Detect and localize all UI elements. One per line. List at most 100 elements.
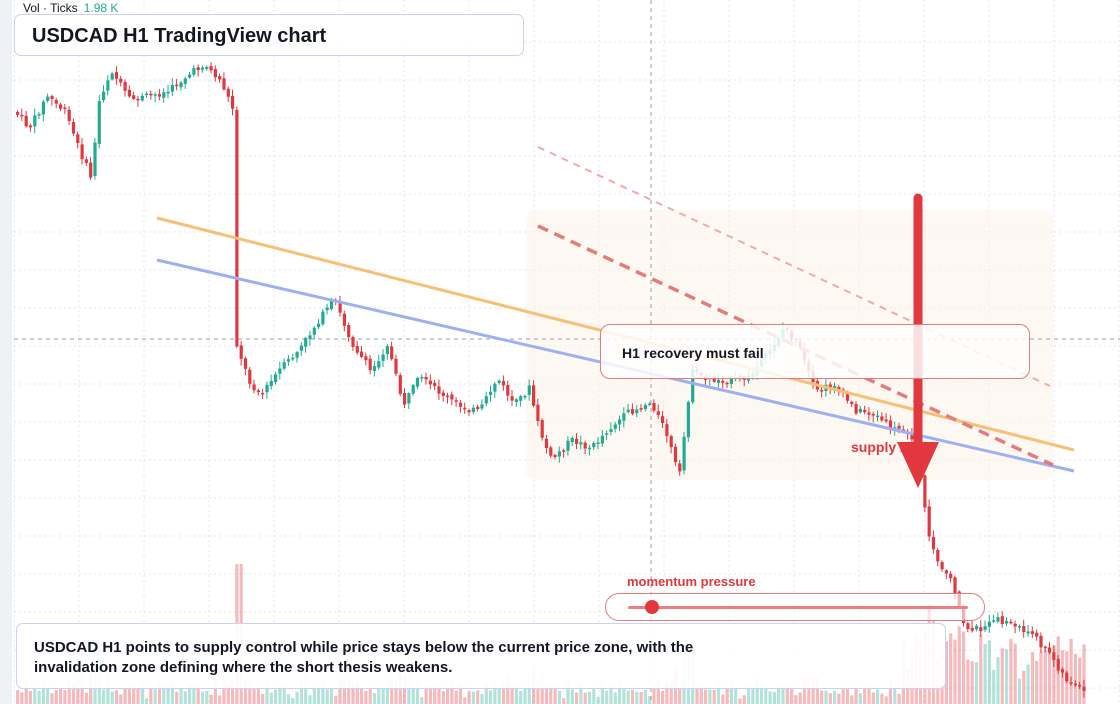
- candle-body: [691, 369, 695, 403]
- candle: [41, 99, 45, 122]
- candle-body: [867, 412, 871, 415]
- candle-body: [540, 420, 544, 438]
- candle-body: [149, 93, 153, 96]
- candle: [37, 111, 41, 120]
- channel-lower-line: [537, 224, 1054, 467]
- volume-bar: [213, 677, 217, 704]
- candle: [1013, 620, 1017, 634]
- volume-bar: [570, 689, 574, 704]
- candle-body: [67, 109, 71, 121]
- volume-bar: [1026, 664, 1030, 704]
- candle: [278, 361, 282, 380]
- candle: [437, 379, 441, 400]
- candle-body: [729, 376, 733, 384]
- volume-bar: [192, 682, 196, 704]
- candle-body: [153, 94, 157, 96]
- candle-body: [1017, 626, 1022, 628]
- candle: [20, 108, 24, 121]
- candle: [1039, 632, 1043, 653]
- volume-bar: [527, 677, 531, 704]
- candle-body: [613, 424, 617, 429]
- volume-bar: [802, 677, 807, 704]
- down-arrow-head: [897, 442, 939, 488]
- candle: [119, 75, 123, 87]
- candle: [347, 322, 351, 342]
- volume-bar: [863, 684, 867, 704]
- candle: [24, 110, 28, 128]
- candle-body: [140, 95, 144, 101]
- volume-bar: [218, 695, 222, 704]
- candle: [1022, 619, 1026, 638]
- volume-bar: [888, 681, 893, 704]
- candle-body: [880, 416, 884, 421]
- candle-body: [428, 380, 432, 385]
- candle-body: [192, 68, 196, 75]
- volume-bar: [278, 684, 282, 704]
- candle-body: [471, 407, 475, 412]
- candle: [304, 336, 308, 353]
- candle-body: [295, 352, 299, 358]
- candle: [351, 335, 355, 351]
- volume-bar: [725, 686, 729, 704]
- candle-body: [544, 438, 549, 449]
- volume-bar: [639, 691, 643, 704]
- volume-bar: [850, 695, 854, 704]
- volume-bar: [562, 698, 566, 704]
- candle: [613, 421, 617, 433]
- candle: [114, 66, 119, 85]
- candle-body: [179, 82, 183, 88]
- candle: [97, 94, 101, 149]
- candle: [433, 379, 437, 391]
- candle: [489, 385, 493, 402]
- volume-bar: [557, 690, 561, 704]
- volume-bar: [1009, 638, 1013, 704]
- momentum-track: [628, 606, 968, 609]
- candle-body: [162, 92, 166, 98]
- candle: [166, 84, 170, 99]
- candle-body: [278, 368, 282, 374]
- candle: [506, 380, 510, 402]
- momentum-knob[interactable]: [644, 600, 659, 614]
- volume-bar: [876, 689, 880, 704]
- volume-bar: [450, 680, 454, 704]
- candle: [136, 95, 140, 107]
- candle-body: [196, 67, 200, 71]
- volume-bar: [209, 694, 213, 704]
- candle: [1009, 619, 1013, 625]
- candle-body: [1082, 686, 1086, 691]
- volume-bar: [669, 683, 673, 704]
- volume-bar: [949, 633, 953, 704]
- summary-text: USDCAD H1 points to supply control while…: [34, 639, 694, 676]
- volume-bar: [996, 657, 1000, 704]
- candle: [63, 104, 67, 115]
- candle-body: [24, 115, 28, 127]
- candle-body: [1030, 631, 1034, 635]
- volume-bar: [1022, 670, 1026, 704]
- candle-body: [308, 335, 312, 339]
- candle: [450, 391, 454, 406]
- candle: [398, 372, 402, 397]
- candle-body: [372, 366, 377, 371]
- candle-body: [183, 78, 187, 84]
- candle-body: [592, 442, 596, 448]
- candle: [940, 560, 944, 573]
- volume-bar: [342, 679, 346, 704]
- candle-body: [89, 162, 93, 178]
- candle: [218, 73, 222, 83]
- candle: [609, 422, 613, 436]
- candle-body: [54, 100, 58, 104]
- candle: [153, 92, 157, 103]
- candle-body: [652, 402, 656, 411]
- candle-body: [269, 380, 273, 387]
- volume-bar: [231, 679, 235, 704]
- candle-body: [566, 440, 570, 451]
- volume-bar: [145, 698, 149, 704]
- volume-bar: [41, 678, 45, 704]
- candle: [360, 346, 364, 359]
- candle: [243, 356, 248, 376]
- candle: [415, 376, 420, 389]
- candle: [725, 381, 729, 389]
- volume-bar: [768, 691, 772, 704]
- candle-body: [1069, 682, 1073, 684]
- volume-bar: [613, 692, 617, 704]
